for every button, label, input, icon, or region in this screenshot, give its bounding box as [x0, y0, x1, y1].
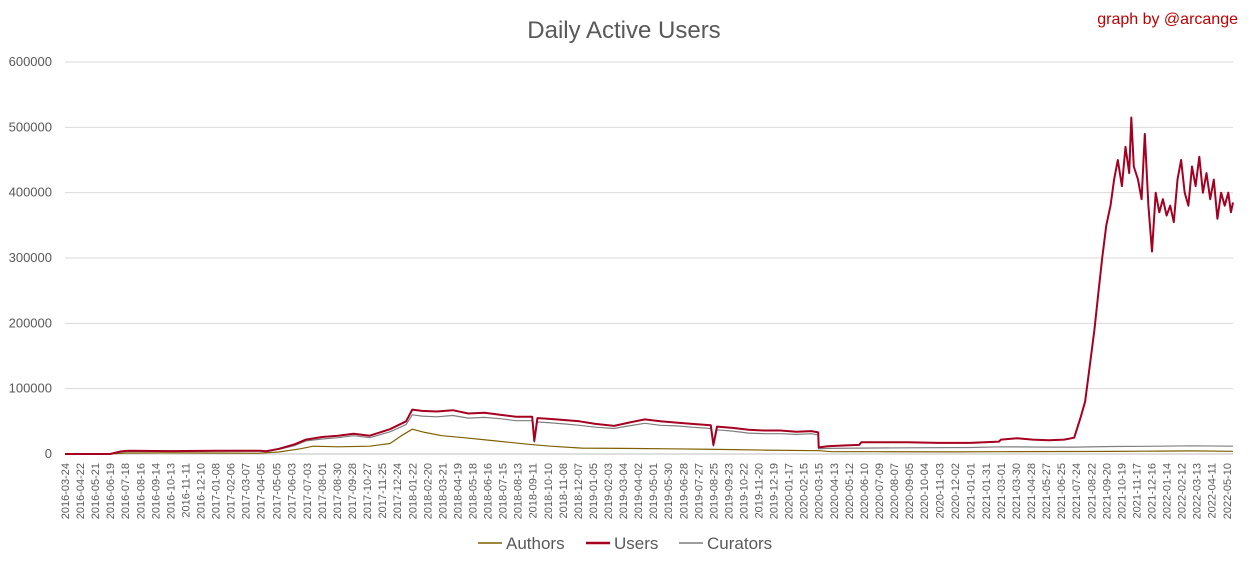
x-tick-label: 2018-02-20: [422, 463, 434, 519]
x-tick-label: 2017-04-05: [256, 463, 268, 519]
x-tick-label: 2022-05-10: [1222, 463, 1234, 519]
x-tick-label: 2019-02-03: [603, 463, 615, 519]
x-tick-label: 2016-08-16: [135, 463, 147, 519]
x-tick-label: 2019-05-30: [663, 463, 675, 519]
x-tick-label: 2022-01-14: [1162, 463, 1174, 519]
x-tick-label: 2017-11-25: [377, 463, 389, 518]
x-tick-label: 2019-10-22: [739, 463, 751, 519]
x-tick-label: 2021-08-22: [1086, 463, 1098, 519]
x-tick-label: 2021-07-24: [1071, 463, 1083, 519]
x-tick-label: 2018-08-13: [513, 463, 525, 519]
x-tick-label: 2021-01-01: [965, 463, 977, 519]
x-tick-label: 2020-10-04: [919, 463, 931, 519]
x-tick-label: 2021-06-25: [1056, 463, 1068, 519]
x-tick-label: 2021-09-20: [1101, 463, 1113, 519]
y-tick-label: 600000: [9, 54, 52, 69]
x-tick-label: 2020-08-07: [889, 463, 901, 519]
legend-label-users: Users: [614, 534, 658, 553]
x-tick-label: 2017-07-03: [302, 463, 314, 519]
y-tick-label: 400000: [9, 185, 52, 200]
y-axis-ticks: 0 100000 200000 300000 400000 500000 600000: [9, 54, 52, 461]
x-tick-label: 2019-05-01: [648, 463, 660, 519]
series-line-curators: [65, 414, 1234, 455]
x-tick-label: 2019-04-02: [633, 463, 645, 519]
x-tick-label: 2018-10-10: [543, 463, 555, 519]
x-tick-label: 2020-12-02: [950, 463, 962, 519]
x-tick-label: 2019-11-20: [754, 463, 766, 518]
series-line-authors: [64, 428, 1234, 455]
x-tick-label: 2020-07-09: [874, 463, 886, 519]
x-tick-label: 2020-03-15: [814, 463, 826, 519]
chart-credit: graph by @arcange: [1097, 11, 1238, 28]
x-tick-label: 2020-01-17: [784, 463, 796, 519]
x-tick-label: 2020-11-03: [935, 463, 947, 518]
x-tick-label: 2019-01-05: [588, 463, 600, 519]
legend: Authors Users Curators: [478, 534, 772, 553]
x-tick-label: 2016-07-18: [120, 463, 132, 519]
x-tick-label: 2017-03-07: [241, 463, 253, 519]
x-tick-label: 2018-05-18: [468, 463, 480, 519]
y-tick-label: 100000: [9, 381, 52, 396]
x-tick-label: 2017-05-05: [271, 463, 283, 519]
x-tick-label: 2020-05-12: [844, 463, 856, 519]
x-tick-label: 2019-06-28: [678, 463, 690, 519]
x-tick-label: 2017-06-03: [286, 463, 298, 519]
x-tick-label: 2016-06-19: [105, 463, 117, 519]
x-tick-label: 2017-02-06: [226, 463, 238, 519]
x-tick-label: 2016-09-14: [150, 463, 162, 519]
chart-title: Daily Active Users: [527, 17, 720, 44]
x-tick-label: 2016-05-21: [90, 463, 102, 519]
x-tick-label: 2016-03-24: [60, 463, 72, 519]
x-tick-label: 2020-09-05: [904, 463, 916, 519]
gridlines: [65, 61, 1233, 455]
x-tick-label: 2018-04-19: [452, 463, 464, 519]
x-axis-ticks: 2016-03-24 2016-04-22 2016-05-21 2016-06-19…: [60, 463, 1234, 519]
x-tick-label: 2021-03-30: [1011, 463, 1023, 519]
x-tick-label: 2019-03-04: [618, 463, 630, 519]
x-tick-label: 2018-12-07: [573, 463, 585, 519]
x-tick-label: 2017-08-01: [317, 463, 329, 519]
x-tick-label: 2021-03-01: [996, 463, 1008, 519]
x-tick-label: 2019-07-27: [693, 463, 705, 519]
legend-label-authors: Authors: [506, 534, 565, 553]
x-tick-label: 2021-12-16: [1147, 463, 1159, 519]
legend-label-curators: Curators: [707, 534, 772, 553]
x-tick-label: 2018-07-15: [498, 463, 510, 519]
series-lines: [64, 116, 1234, 455]
x-tick-label: 2017-01-08: [211, 463, 223, 519]
x-tick-label: 2017-09-28: [347, 463, 359, 519]
x-tick-label: 2018-06-16: [483, 463, 495, 519]
x-tick-label: 2021-10-19: [1116, 463, 1128, 519]
x-tick-label: 2016-12-10: [196, 463, 208, 519]
x-tick-label: 2020-02-15: [799, 463, 811, 519]
x-tick-label: 2017-08-30: [332, 463, 344, 519]
x-tick-label: 2021-11-17: [1131, 463, 1143, 518]
x-tick-label: 2022-02-12: [1177, 463, 1189, 519]
x-tick-label: 2018-01-22: [407, 463, 419, 519]
x-tick-label: 2019-12-19: [769, 463, 781, 519]
x-tick-label: 2018-11-08: [558, 463, 570, 518]
x-tick-label: 2016-10-13: [165, 463, 177, 519]
y-tick-label: 300000: [9, 250, 52, 265]
x-tick-label: 2021-01-31: [981, 463, 993, 519]
x-tick-label: 2018-09-11: [528, 463, 540, 518]
x-tick-label: 2022-03-13: [1192, 463, 1204, 519]
x-tick-label: 2017-12-24: [392, 463, 404, 519]
x-tick-label: 2016-11-11: [180, 463, 192, 518]
y-tick-label: 500000: [9, 119, 52, 134]
x-tick-label: 2020-06-10: [859, 463, 871, 519]
x-tick-label: 2021-05-27: [1041, 463, 1053, 519]
x-tick-label: 2019-08-25: [708, 463, 720, 519]
x-tick-label: 2017-10-27: [362, 463, 374, 519]
x-tick-label: 2016-04-22: [75, 463, 87, 519]
x-tick-label: 2019-09-23: [723, 463, 735, 519]
series-line-users: [65, 116, 1234, 455]
y-tick-label: 200000: [9, 315, 52, 330]
y-tick-label: 0: [45, 446, 52, 461]
x-tick-label: 2020-04-13: [829, 463, 841, 519]
x-tick-label: 2021-04-28: [1026, 463, 1038, 519]
x-tick-label: 2018-03-21: [437, 463, 449, 519]
x-tick-label: 2022-04-11: [1207, 463, 1219, 518]
